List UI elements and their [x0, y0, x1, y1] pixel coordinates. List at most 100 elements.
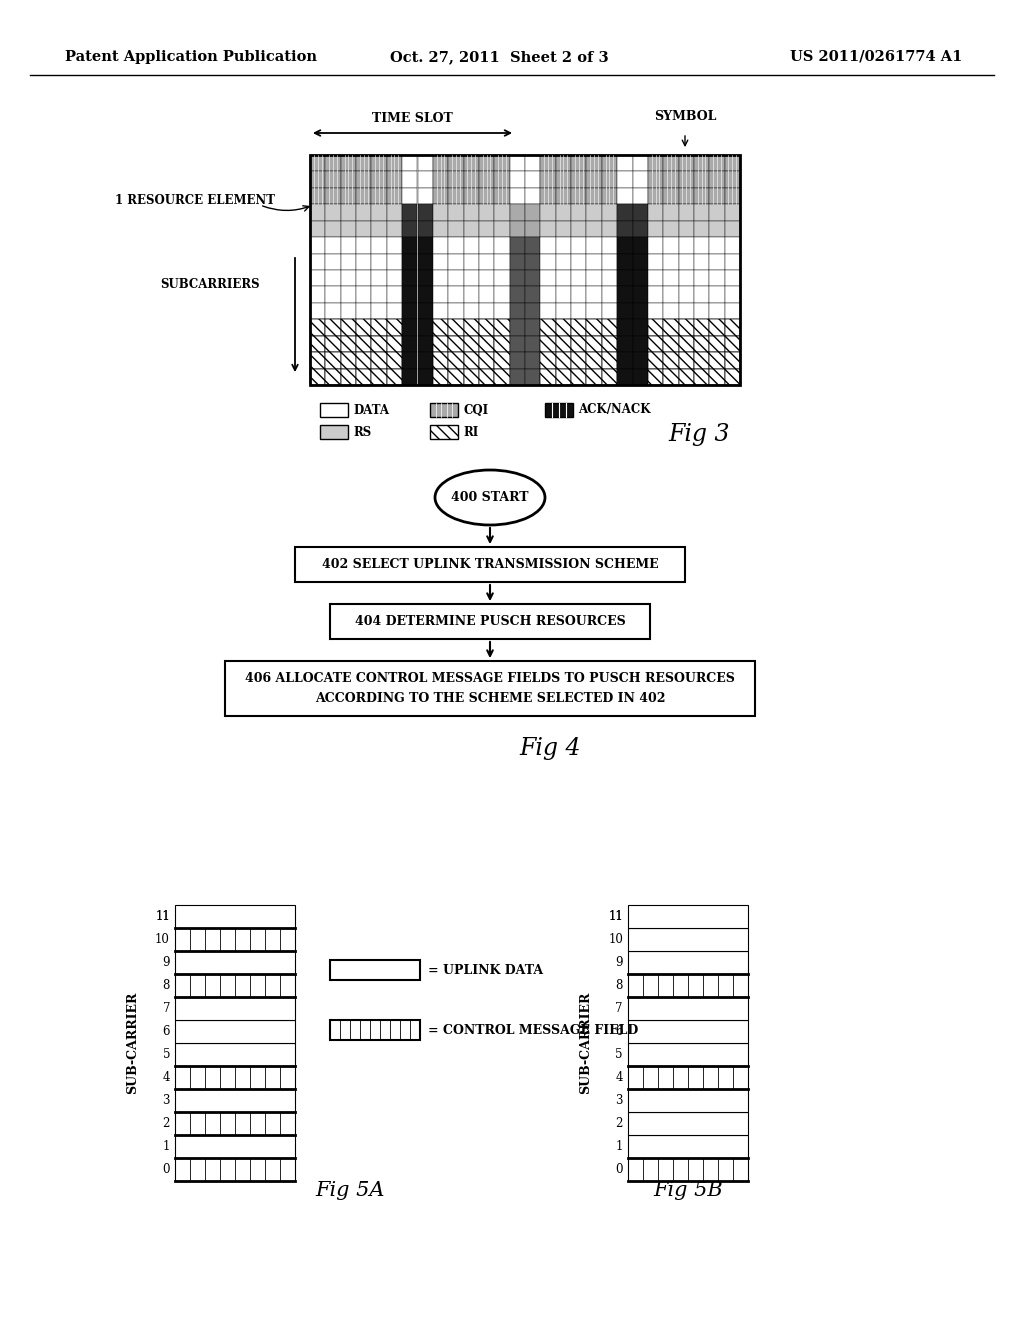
Bar — [571, 172, 587, 187]
Bar — [633, 335, 648, 352]
Bar — [617, 271, 633, 286]
Bar — [648, 352, 664, 368]
Bar — [464, 368, 479, 385]
Bar — [617, 238, 633, 253]
Bar — [694, 172, 710, 187]
Bar — [725, 154, 740, 172]
Bar — [326, 286, 341, 302]
Bar — [602, 352, 617, 368]
Bar — [571, 319, 587, 335]
Bar — [628, 1089, 748, 1111]
Bar — [525, 352, 541, 368]
Bar — [356, 172, 372, 187]
Bar — [418, 286, 433, 302]
Bar — [495, 335, 510, 352]
Bar — [602, 271, 617, 286]
Bar — [479, 286, 495, 302]
Bar — [648, 172, 664, 187]
Bar — [710, 368, 725, 385]
Bar — [694, 302, 710, 319]
Bar — [510, 154, 525, 172]
Bar — [587, 286, 602, 302]
Bar — [310, 172, 326, 187]
Bar — [556, 253, 571, 271]
Text: 11: 11 — [608, 909, 623, 923]
Bar — [679, 368, 694, 385]
Bar — [525, 253, 541, 271]
Bar — [495, 154, 510, 172]
Text: 1 RESOURCE ELEMENT: 1 RESOURCE ELEMENT — [115, 194, 275, 206]
Bar — [602, 238, 617, 253]
Text: 6: 6 — [615, 1026, 623, 1038]
Bar — [710, 352, 725, 368]
Bar — [664, 253, 679, 271]
Bar — [725, 352, 740, 368]
Bar — [602, 286, 617, 302]
Bar — [710, 368, 725, 385]
Bar — [587, 352, 602, 368]
Bar — [418, 352, 433, 368]
Bar — [356, 286, 372, 302]
Bar — [326, 368, 341, 385]
Bar — [710, 319, 725, 335]
Bar — [479, 319, 495, 335]
Bar — [418, 335, 433, 352]
Bar — [418, 187, 433, 205]
Bar — [633, 253, 648, 271]
Bar — [430, 403, 458, 417]
Bar — [175, 1043, 295, 1067]
Text: Patent Application Publication: Patent Application Publication — [65, 50, 317, 63]
Bar — [372, 302, 387, 319]
Bar — [664, 238, 679, 253]
Bar — [433, 335, 449, 352]
Bar — [433, 368, 449, 385]
Bar — [341, 187, 356, 205]
Bar — [495, 172, 510, 187]
Bar — [464, 172, 479, 187]
Text: RS: RS — [353, 425, 372, 438]
Text: 3: 3 — [163, 1094, 170, 1107]
Bar — [510, 302, 525, 319]
Bar — [326, 319, 341, 335]
Bar — [587, 271, 602, 286]
Bar — [479, 205, 495, 220]
Bar — [541, 368, 556, 385]
Bar — [541, 335, 556, 352]
Text: 8: 8 — [615, 979, 623, 993]
Bar — [617, 154, 633, 172]
Bar — [372, 154, 387, 172]
Bar — [372, 352, 387, 368]
Bar — [464, 319, 479, 335]
Bar — [587, 253, 602, 271]
Bar — [433, 172, 449, 187]
Bar — [402, 253, 418, 271]
Bar — [356, 238, 372, 253]
Text: 4: 4 — [163, 1071, 170, 1084]
Bar — [479, 271, 495, 286]
Bar — [464, 238, 479, 253]
Bar — [310, 368, 326, 385]
Bar — [541, 154, 556, 172]
Bar — [545, 403, 573, 417]
Bar — [679, 335, 694, 352]
Bar — [175, 1111, 295, 1135]
Bar — [464, 271, 479, 286]
Bar — [341, 154, 356, 172]
Bar — [356, 220, 372, 238]
Bar — [310, 154, 326, 172]
Bar — [330, 1020, 420, 1040]
Bar — [710, 238, 725, 253]
Bar — [525, 271, 541, 286]
Bar — [449, 220, 464, 238]
Bar — [495, 220, 510, 238]
Bar — [495, 335, 510, 352]
Bar — [525, 238, 541, 253]
Bar — [433, 187, 449, 205]
Bar — [664, 205, 679, 220]
Bar — [175, 906, 295, 928]
Bar — [602, 335, 617, 352]
Bar — [571, 238, 587, 253]
Bar — [449, 154, 464, 172]
Bar — [725, 368, 740, 385]
Bar — [341, 319, 356, 335]
